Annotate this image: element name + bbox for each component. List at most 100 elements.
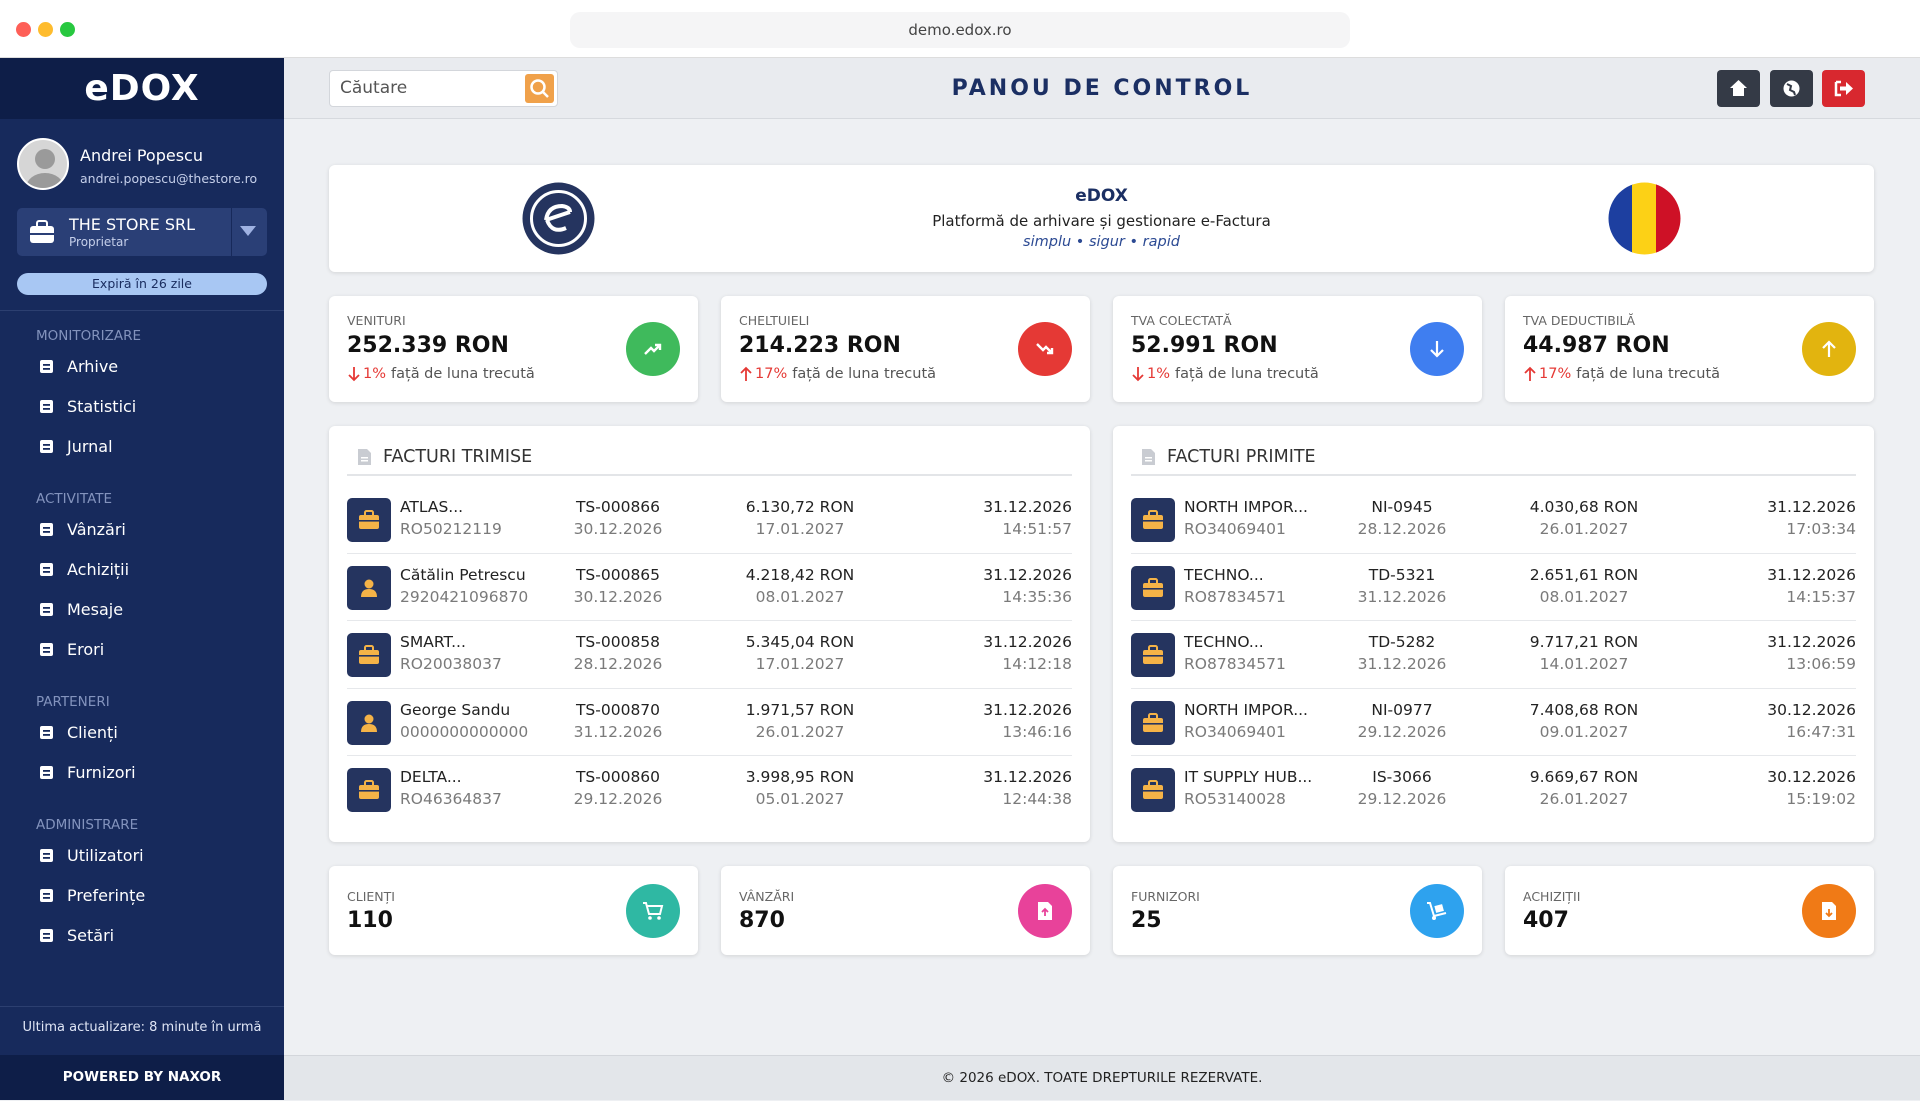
banner-logo <box>522 182 595 255</box>
invoice-row[interactable]: NORTH IMPOR... RO34069401 NI-0977 29.12.202… <box>1131 689 1856 756</box>
user-email: andrei.popescu@thestore.ro <box>80 171 258 186</box>
date: 31.12.2026 <box>1767 633 1856 651</box>
url-bar[interactable]: demo.edox.ro <box>570 12 1350 48</box>
invoice-row[interactable]: Cătălin Petrescu 2920421096870 TS-000865 30… <box>347 554 1072 621</box>
nav-item[interactable]: Statistici <box>0 386 284 426</box>
party-icon <box>347 498 391 542</box>
stat-note-text: față de luna trecută <box>1576 366 1721 382</box>
amount: 9.717,21 RON <box>1529 633 1639 651</box>
panel-title: FACTURI TRIMISE <box>347 446 1072 476</box>
search-placeholder: Căutare <box>340 78 408 98</box>
counter-card[interactable]: FURNIZORI 25 <box>1113 866 1482 955</box>
icon <box>359 645 379 664</box>
company-name: THE STORE SRL <box>69 215 196 234</box>
amount: 7.408,68 RON <box>1529 700 1639 719</box>
invoice-row[interactable]: TECHNO... RO87834571 TD-5282 31.12.2026 9.71… <box>1131 621 1856 689</box>
invoice-row[interactable]: DELTA... RO46364837 TS-000860 29.12.2026 3.9… <box>347 756 1072 824</box>
party-name: IT SUPPLY HUB... <box>1184 768 1313 786</box>
icon <box>1142 449 1155 465</box>
time: 14:12:18 <box>1002 655 1072 673</box>
icon <box>1143 645 1163 664</box>
nav-item[interactable]: Preferințe <box>0 875 284 915</box>
invoice-row[interactable]: ATLAS... RO50212119 TS-000866 30.12.2026 6.1… <box>347 486 1072 554</box>
party-name: NORTH IMPOR... <box>1184 498 1308 516</box>
stat-note: 1% față de luna trecută <box>1131 366 1319 382</box>
nav: MONITORIZARE Arhive Statistici Jurnal ACTIVI… <box>0 326 284 955</box>
party-icon <box>1131 768 1175 812</box>
party-name: ATLAS... <box>400 498 464 516</box>
expiry-badge: Expiră în 26 zile <box>17 273 267 295</box>
time: 14:51:57 <box>1002 520 1072 538</box>
icon <box>1143 712 1163 732</box>
nav-label: Preferințe <box>67 885 146 905</box>
party-name: TECHNO... <box>1184 565 1264 584</box>
nav-item[interactable]: Setări <box>0 915 284 955</box>
counter-card[interactable]: ACHIZIȚII 407 <box>1505 866 1874 955</box>
nav-section: MONITORIZARE <box>36 328 141 344</box>
amount: 4.030,68 RON <box>1529 498 1639 516</box>
invoice-row[interactable]: IT SUPPLY HUB... RO53140028 IS-3066 29.12.2… <box>1131 756 1856 824</box>
icon <box>40 359 53 373</box>
invoice-panel: FACTURI TRIMISE ATLAS... RO50212119 TS-0008… <box>329 426 1090 842</box>
invoice-row[interactable]: TECHNO... RO87834571 TD-5321 31.12.2026 2.65… <box>1131 554 1856 621</box>
issue-date: 31.12.2026 <box>1357 587 1447 606</box>
logout-button[interactable] <box>1822 70 1865 107</box>
invoice-number: TS-000866 <box>575 498 661 516</box>
nav-item[interactable]: Utilizatori <box>0 835 284 875</box>
party-code: 0000000000000 <box>400 722 529 741</box>
icon <box>1427 902 1447 920</box>
nav-item[interactable]: Vânzări <box>0 509 284 549</box>
party-code: RO50212119 <box>400 520 502 538</box>
invoice-row[interactable]: George Sandu 0000000000000 TS-000870 31.12.… <box>347 689 1072 756</box>
nav-item[interactable]: Mesaje <box>0 589 284 629</box>
stat-card: TVA COLECTATĂ 52.991 RON 1% față de luna tr… <box>1113 296 1482 402</box>
counter-label: VÂNZĂRI <box>739 889 795 904</box>
page-title: PANOU DE CONTROL <box>951 76 1253 101</box>
counter-label: FURNIZORI <box>1131 889 1200 904</box>
nav-item[interactable]: Achiziții <box>0 549 284 589</box>
icon <box>740 366 752 381</box>
language-button[interactable] <box>1770 70 1813 107</box>
counter-card[interactable]: CLIENȚI 110 <box>329 866 698 955</box>
home-button[interactable] <box>1717 70 1760 107</box>
invoice-number: TD-5282 <box>1368 633 1436 651</box>
logo[interactable]: eDOX <box>0 58 284 119</box>
close-dot[interactable] <box>16 22 31 37</box>
stat-card: CHELTUIELI 214.223 RON 17% față de luna tre… <box>721 296 1090 402</box>
icon <box>40 642 53 656</box>
powered-by[interactable]: POWERED BY NAXOR <box>0 1055 284 1100</box>
nav-label: Furnizori <box>67 762 136 782</box>
zoom-dot[interactable] <box>60 22 75 37</box>
search-input[interactable]: Căutare <box>329 70 558 107</box>
counter-label: ACHIZIȚII <box>1523 889 1581 904</box>
date: 31.12.2026 <box>983 633 1072 651</box>
due-date: 26.01.2027 <box>1539 790 1629 808</box>
nav-section: PARTENERI <box>36 694 110 710</box>
time: 12:44:38 <box>1002 790 1072 808</box>
counter-card[interactable]: VÂNZĂRI 870 <box>721 866 1090 955</box>
nav-item[interactable]: Arhive <box>0 346 284 386</box>
minimize-dot[interactable] <box>38 22 53 37</box>
nav-item[interactable]: Jurnal <box>0 426 284 466</box>
nav-item[interactable]: Furnizori <box>0 752 284 792</box>
icon <box>40 928 53 942</box>
invoice-row[interactable]: SMART... RO20038037 TS-000858 28.12.2026 5.3… <box>347 621 1072 689</box>
icon <box>1036 343 1054 355</box>
nav-section: ADMINISTRARE <box>36 817 139 833</box>
date: 31.12.2026 <box>983 565 1072 584</box>
icon <box>40 399 53 413</box>
flag <box>1608 182 1681 255</box>
icon <box>40 522 53 536</box>
date: 31.12.2026 <box>983 700 1072 719</box>
due-date: 09.01.2027 <box>1539 722 1629 741</box>
nav-item[interactable]: Clienți <box>0 712 284 752</box>
invoice-row[interactable]: NORTH IMPOR... RO34069401 NI-0945 28.12.202… <box>1131 486 1856 554</box>
icon <box>644 343 662 355</box>
nav-item[interactable]: Erori <box>0 629 284 669</box>
company-select[interactable]: THE STORE SRL Proprietar <box>17 208 267 256</box>
search-button[interactable] <box>525 74 554 103</box>
user-info: Andrei Popescu andrei.popescu@thestore.r… <box>80 146 257 186</box>
icon <box>361 579 377 597</box>
stat-value: 52.991 RON <box>1131 333 1278 358</box>
party-name: NORTH IMPOR... <box>1184 700 1308 719</box>
